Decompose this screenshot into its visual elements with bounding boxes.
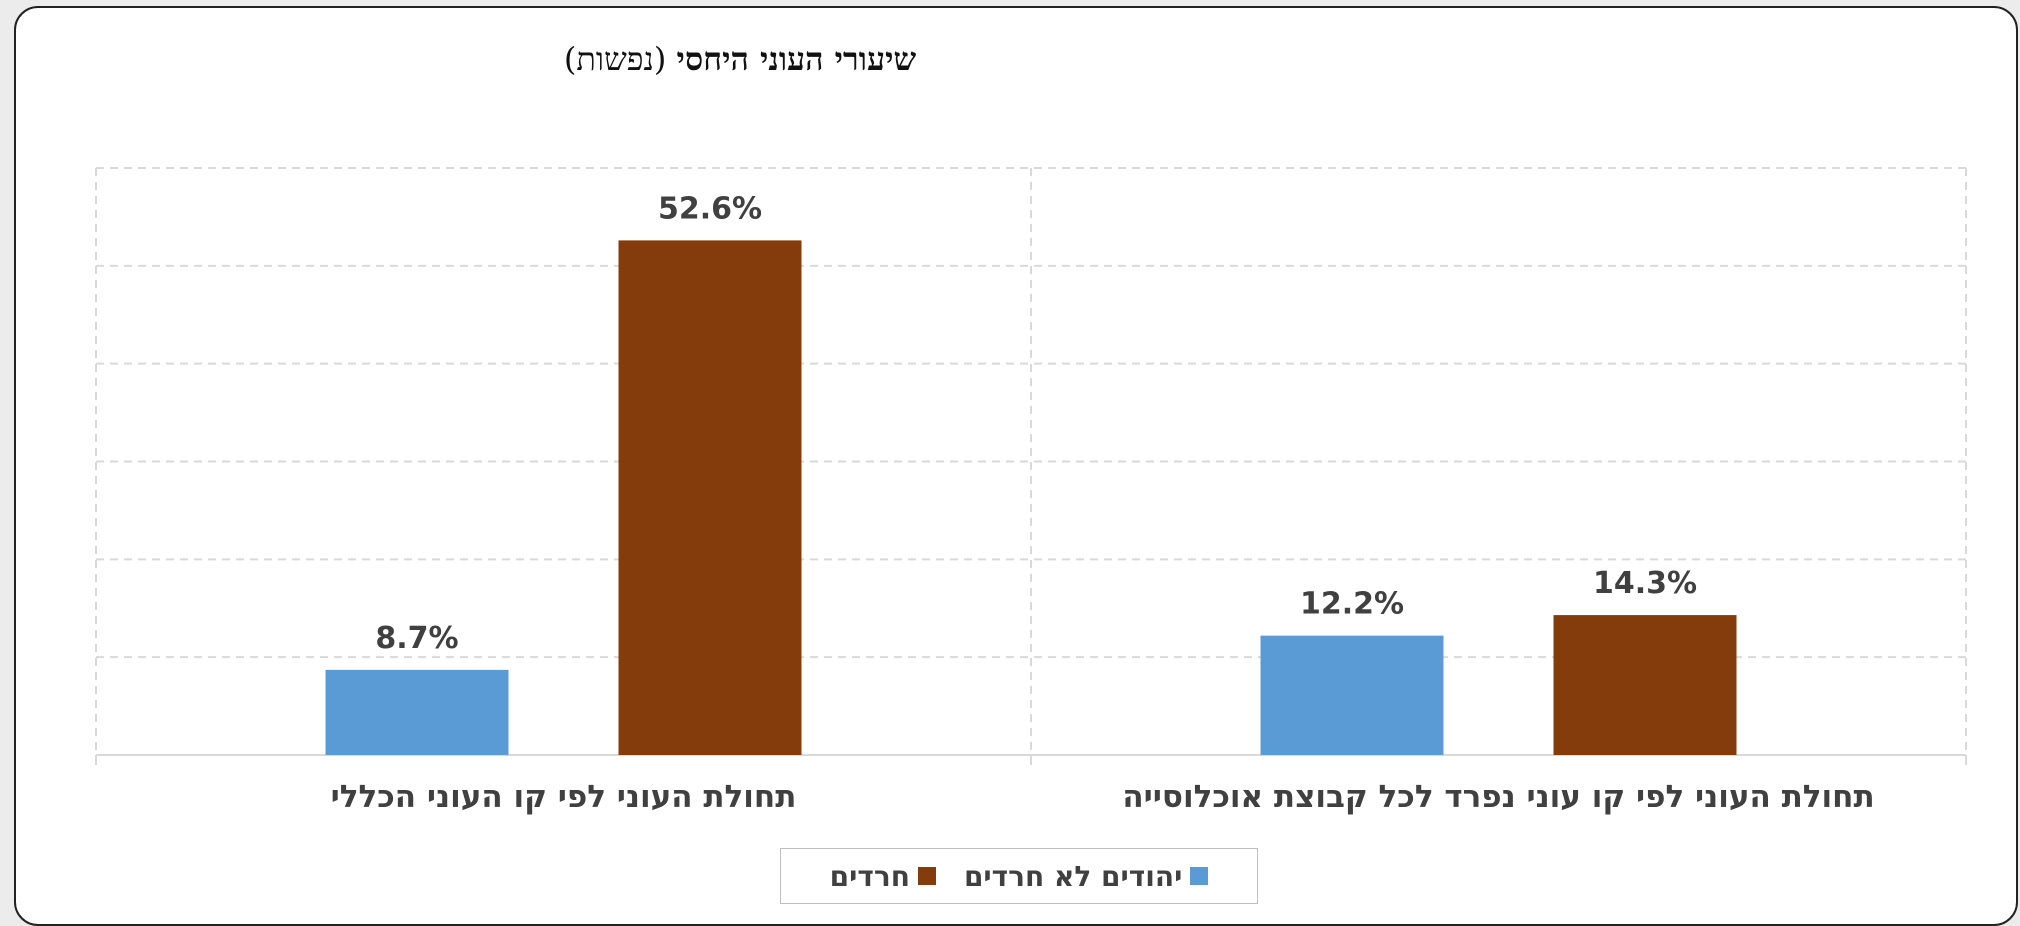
legend-label-non-haredi: יהודים לא חרדים bbox=[963, 859, 1183, 893]
bars-layer bbox=[325, 240, 1737, 755]
category-label: תחולת העוני לפי קו העוני הכללי bbox=[331, 779, 797, 815]
data-label: 52.6% bbox=[658, 191, 762, 226]
grid-layer bbox=[95, 167, 1967, 765]
data-label: 12.2% bbox=[1300, 587, 1404, 622]
bar-non-haredi-1 bbox=[1260, 635, 1444, 755]
chart-frame bbox=[14, 6, 2018, 926]
legend-item-haredim: חרדים bbox=[830, 860, 936, 893]
bar-non-haredi-0 bbox=[325, 669, 509, 755]
chart-title-main: שיעורי העוני היחסי bbox=[676, 40, 917, 78]
data-label: 8.7% bbox=[375, 621, 458, 656]
category-label: תחולת העוני לפי קו עוני נפרד לכל קבוצת א… bbox=[1122, 779, 1874, 815]
chart-title-unit: (נפשות) bbox=[563, 40, 667, 78]
chart-title: שיעורי העוני היחסי (נפשות) bbox=[0, 40, 1480, 78]
legend-swatch-non-haredi bbox=[1190, 867, 1209, 885]
labels-layer: 8.7% 52.6% תחולת העוני לפי קו העוני הכללי 1… bbox=[331, 191, 1875, 815]
legend-item-non-haredi: יהודים לא חרדים bbox=[963, 859, 1209, 893]
legend-swatch-haredim bbox=[917, 867, 936, 885]
bar-haredim-1 bbox=[1553, 615, 1737, 755]
bar-haredim-0 bbox=[618, 240, 802, 755]
legend-label-haredim: חרדים bbox=[829, 859, 910, 893]
legend: חרדים יהודים לא חרדים bbox=[780, 848, 1258, 904]
data-label: 14.3% bbox=[1593, 566, 1697, 601]
